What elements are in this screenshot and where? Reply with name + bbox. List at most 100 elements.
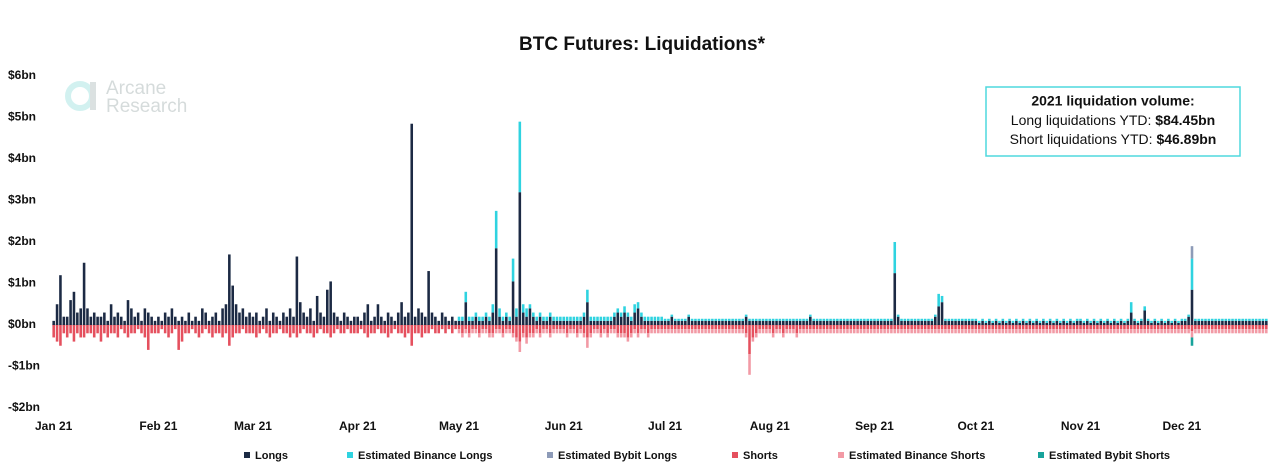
bar [1119,329,1123,334]
bar [802,329,805,334]
bar [72,325,76,342]
bar [403,316,407,325]
bar [731,318,734,321]
bar [1038,329,1042,334]
bar [508,316,511,321]
bar [721,325,724,330]
bar [1244,329,1248,334]
bar [575,333,579,338]
bar [508,329,511,334]
bar [873,318,876,321]
bar [457,316,461,321]
annotation-line: Long liquidations YTD: $84.45bn [1011,112,1215,128]
bar [815,325,819,330]
bar [1207,329,1211,334]
bar [545,316,549,321]
bar [1153,325,1157,330]
bar [1021,325,1025,330]
bar [231,285,234,325]
bar [873,329,876,334]
bar [714,320,718,325]
bar [376,304,380,325]
bar [609,325,613,330]
bar [1008,329,1011,334]
bar [859,318,863,321]
bar [700,318,704,321]
bar [572,329,576,334]
bar [1028,325,1032,330]
bar [467,320,471,325]
bar [1069,329,1072,334]
bar [761,329,765,334]
bar [126,300,130,325]
bar [1035,320,1038,325]
bar [1058,325,1062,330]
bar [1241,325,1244,330]
bar [1251,329,1255,334]
bar [684,325,687,330]
bar [937,306,940,325]
bar [89,316,93,325]
bar [694,318,697,321]
bar [930,325,934,330]
bar [798,320,802,325]
bar [606,325,609,334]
bar [1187,314,1190,317]
bar [76,312,79,325]
bar [65,325,69,338]
x-tick-label: Feb 21 [139,419,177,433]
bar [771,320,775,325]
bar [521,333,525,338]
bar [518,341,522,352]
bar [940,325,944,330]
bar [934,329,937,334]
bar [1075,320,1079,325]
bar [609,320,613,325]
bar [866,320,870,325]
bar [623,312,626,325]
bar [947,325,951,330]
bar [187,312,191,325]
bar [535,329,538,334]
bar [1143,306,1146,311]
bar [92,312,96,325]
bar [221,325,224,338]
bar [586,325,589,338]
bar [464,329,468,334]
bar [856,329,859,334]
bar [819,329,822,334]
bar [1089,325,1092,330]
bar [224,325,228,334]
bar [1106,329,1109,334]
bar [977,322,981,325]
bar [136,325,140,330]
bar [802,325,805,330]
bar [305,325,309,334]
bar [883,318,886,321]
bar [971,320,974,325]
bar [1254,320,1258,325]
bar [1069,318,1072,321]
bar [667,320,670,325]
bar [596,316,599,321]
bar [1089,320,1092,323]
bar [302,325,305,330]
bar [400,302,403,325]
bar [896,314,900,317]
bar [1221,318,1224,321]
bar [82,325,86,338]
bar [1052,329,1055,334]
bar [609,329,613,334]
bar [768,318,772,321]
bar [616,333,620,338]
bar [971,329,974,334]
y-tick-label: $3bn [8,193,36,207]
bar [704,318,707,321]
bar [765,325,768,330]
bar [602,316,606,321]
legend-label: Estimated Bybit Shorts [1049,450,1170,462]
bar [636,302,640,309]
bar [1052,325,1055,330]
bar [869,325,873,330]
bar [312,325,316,338]
